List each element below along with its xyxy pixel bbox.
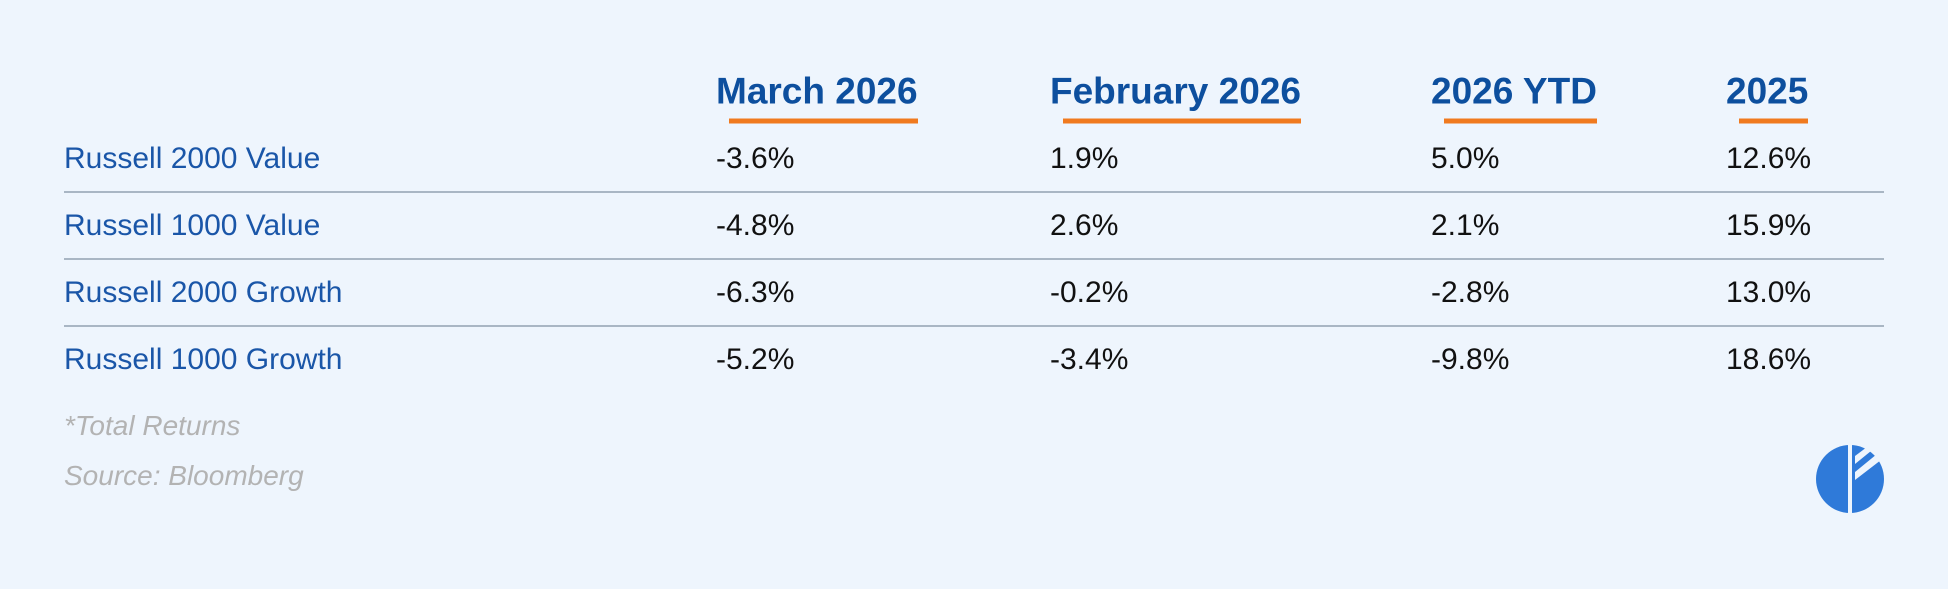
row-separator [64,258,1884,260]
cell: 2.6% [1050,209,1119,242]
cell: -2.8% [1431,276,1510,309]
cell: 2.1% [1431,209,1500,242]
cell: -3.6% [716,142,795,175]
cell: -3.4% [1050,343,1129,376]
cell: 12.6% [1726,142,1812,175]
cell: -0.2% [1050,276,1129,309]
row-label: Russell 1000 Value [64,209,321,242]
column-header: February 2026 [1050,70,1301,124]
column-header: 2026 YTD [1431,70,1597,124]
row-separator [64,191,1884,193]
cell: 5.0% [1431,142,1500,175]
cell: -5.2% [716,343,795,376]
cell: 1.9% [1050,142,1119,175]
cell: 15.9% [1726,209,1812,242]
row-label: Russell 2000 Growth [64,276,343,309]
cell: -9.8% [1431,343,1510,376]
cell: 13.0% [1726,276,1812,309]
row-label: Russell 1000 Growth [64,343,343,376]
footnote: *Total Returns [64,410,241,441]
cell: -4.8% [716,209,795,242]
column-header: 2025 [1726,70,1809,124]
cell: -6.3% [716,276,795,309]
row-separator [64,325,1884,327]
cell: 18.6% [1726,343,1812,376]
logo [1816,445,1884,513]
footnote: Source: Bloomberg [64,460,304,491]
row-label: Russell 2000 Value [64,142,321,175]
column-header: March 2026 [716,70,918,124]
